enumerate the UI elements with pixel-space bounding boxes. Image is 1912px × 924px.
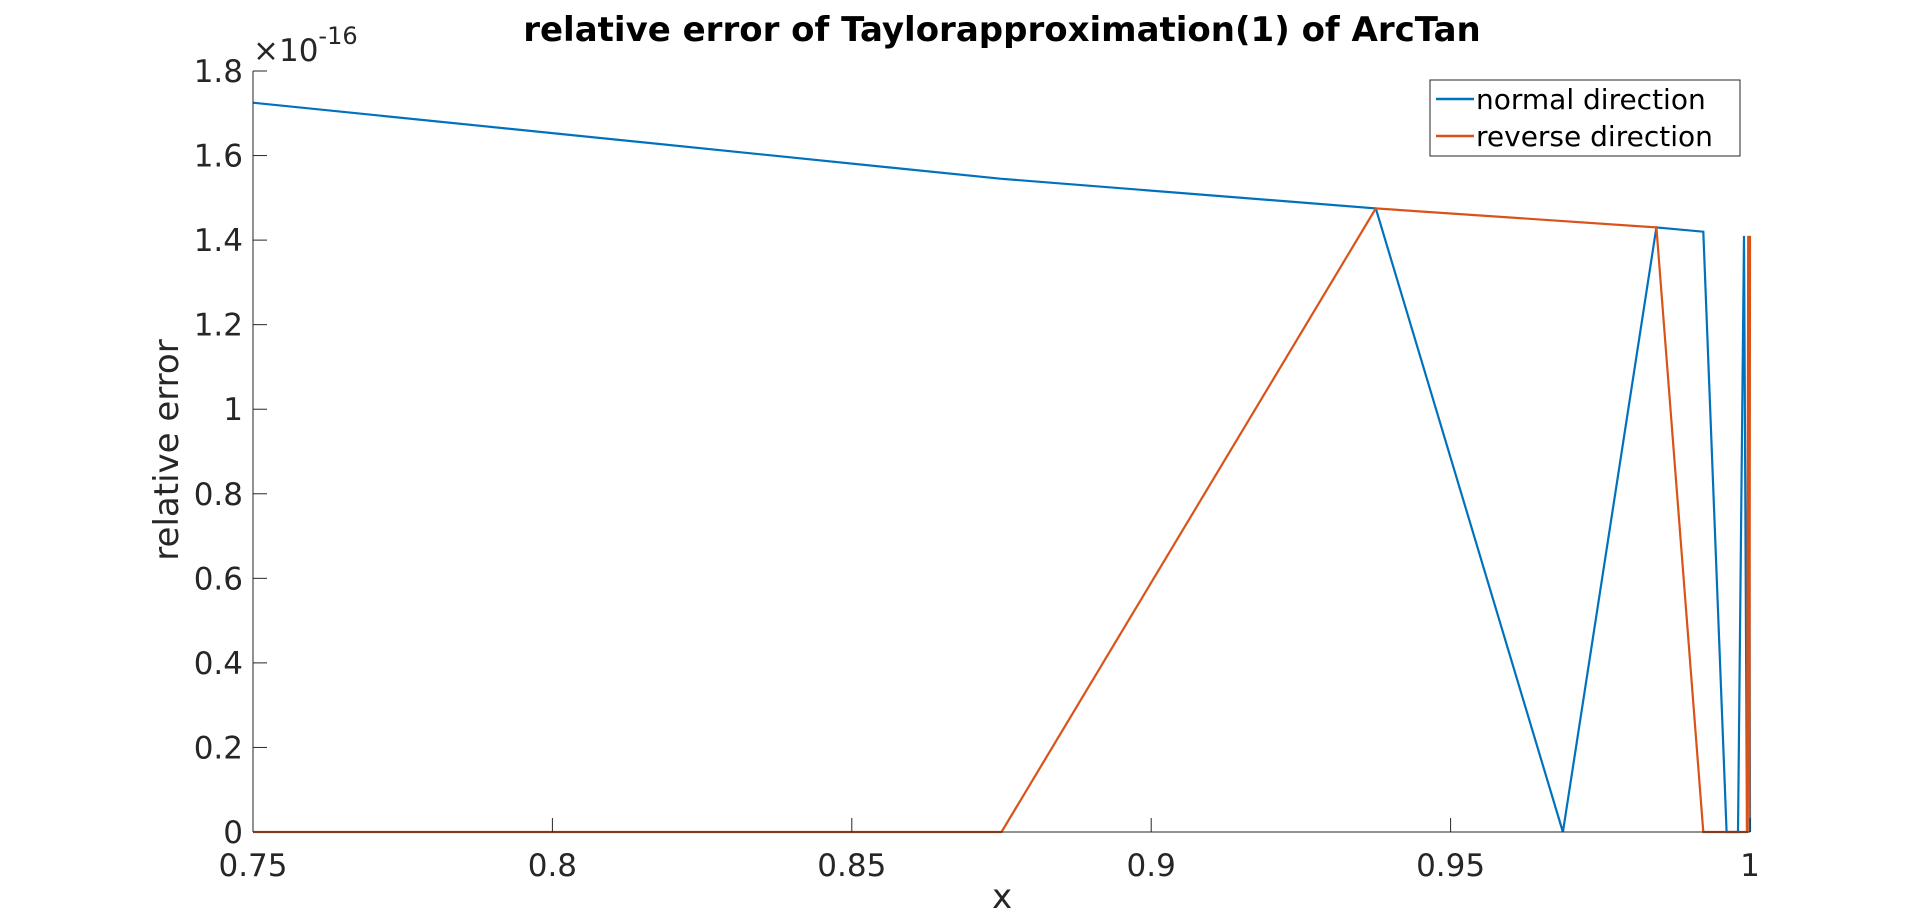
- y-tick-label: 1: [223, 392, 243, 428]
- legend-box: [1429, 79, 1741, 157]
- y-axis-label: relative error: [147, 339, 187, 560]
- y-tick-label: 0: [223, 815, 243, 851]
- chart-title: relative error of Taylorapproximation(1)…: [523, 10, 1481, 50]
- plot-background: [253, 71, 1750, 832]
- x-tick-label: 0.8: [528, 848, 577, 884]
- y-tick-label: 0.6: [194, 561, 243, 597]
- x-tick-label: 0.75: [218, 848, 287, 884]
- y-tick-label: 0.4: [194, 646, 243, 682]
- x-tick-label: 0.9: [1127, 848, 1176, 884]
- legend-label: normal direction: [1476, 83, 1706, 116]
- y-tick-label: 1.6: [194, 139, 243, 175]
- y-exponent-base: ×10: [253, 33, 318, 69]
- y-tick-label: 1.8: [194, 54, 243, 90]
- x-tick-label: 0.95: [1416, 848, 1485, 884]
- y-exponent-label: ×10-16: [253, 22, 358, 69]
- y-tick-label: 1.4: [194, 223, 243, 259]
- x-tick-label: 1: [1740, 848, 1760, 884]
- legend-label: reverse direction: [1476, 120, 1713, 153]
- legend: normal direction reverse direction: [1429, 79, 1741, 157]
- y-tick-label: 0.8: [194, 477, 243, 513]
- y-tick-label: 0.2: [194, 730, 243, 766]
- x-axis-label: x: [992, 877, 1012, 917]
- svg-text:×10-16: ×10-16: [253, 22, 358, 69]
- x-tick-label: 0.85: [817, 848, 886, 884]
- y-exponent-power: -16: [318, 22, 357, 50]
- y-tick-label: 1.2: [194, 308, 243, 344]
